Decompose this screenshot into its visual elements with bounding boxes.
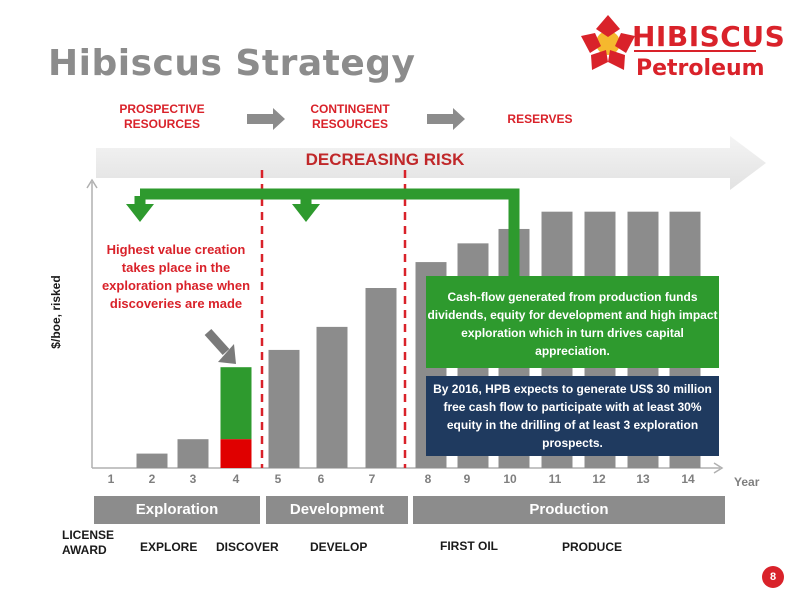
bar-year-7 (365, 288, 397, 468)
y-axis-arrowhead-icon (86, 178, 98, 189)
logo-subtitle: Petroleum (636, 56, 765, 81)
x-tick-label: 5 (274, 472, 282, 486)
x-tick-label: 4 (232, 472, 240, 486)
x-tick-label: 8 (424, 472, 432, 486)
x-tick-label: 11 (548, 472, 562, 486)
milestone-produce: PRODUCE (562, 540, 623, 554)
milestone-explore: EXPLORE (140, 540, 198, 554)
phase-production: Production (413, 496, 725, 524)
page-title: Hibiscus Strategy (48, 43, 416, 84)
decreasing-risk-arrow-icon (96, 136, 766, 190)
target-2016-callout: By 2016, HPB expects to generate US$ 30 … (426, 376, 719, 456)
page-number-badge: 8 (762, 566, 784, 588)
bar-year-4-base-segment (220, 439, 252, 468)
bar-year-2 (136, 453, 168, 468)
x-tick-label: 13 (636, 472, 650, 486)
milestone-license-award: LICENSE AWARD (62, 528, 115, 557)
x-tick-label: 7 (368, 472, 376, 486)
x-tick-label: 10 (503, 472, 517, 486)
x-tick-label: 9 (463, 472, 471, 486)
y-axis-label: $/boe, risked (49, 275, 63, 349)
value-creation-note: Highest value creation takes place in th… (101, 242, 251, 311)
stage-reserves: RESERVES (507, 112, 573, 126)
bar-year-6 (316, 326, 348, 468)
logo-wordmark: HIBISCUS (632, 20, 786, 53)
x-tick-label: 2 (148, 472, 156, 486)
x-axis-label: Year (734, 475, 760, 489)
bar-year-3 (177, 439, 209, 468)
logo-divider (634, 50, 756, 52)
x-tick-label: 12 (592, 472, 606, 486)
bar-year-4-value-segment (220, 367, 252, 440)
milestone-discover: DISCOVER (216, 540, 279, 554)
x-tick-label: 1 (107, 472, 115, 486)
arrow-right-icon (427, 108, 465, 130)
bar-year-5 (268, 349, 300, 468)
stage-prospective: PROSPECTIVE RESOURCES (119, 102, 205, 131)
milestone-first-oil: FIRST OIL (440, 539, 498, 553)
stage-contingent: CONTINGENT RESOURCES (310, 102, 390, 131)
x-tick-label: 6 (317, 472, 325, 486)
x-tick-label: 14 (681, 472, 695, 486)
arrow-right-icon (247, 108, 285, 130)
x-tick-label: 3 (189, 472, 197, 486)
milestone-develop: DEVELOP (310, 540, 368, 554)
decreasing-risk-label: DECREASING RISK (305, 150, 465, 169)
cash-flow-callout: Cash-flow generated from production fund… (426, 276, 719, 368)
x-axis-arrowhead-icon (713, 462, 724, 474)
phase-development: Development (266, 496, 408, 524)
hibiscus-flower-logo-icon (581, 15, 635, 70)
pointer-arrow-icon (204, 328, 236, 364)
phase-exploration: Exploration (94, 496, 260, 524)
